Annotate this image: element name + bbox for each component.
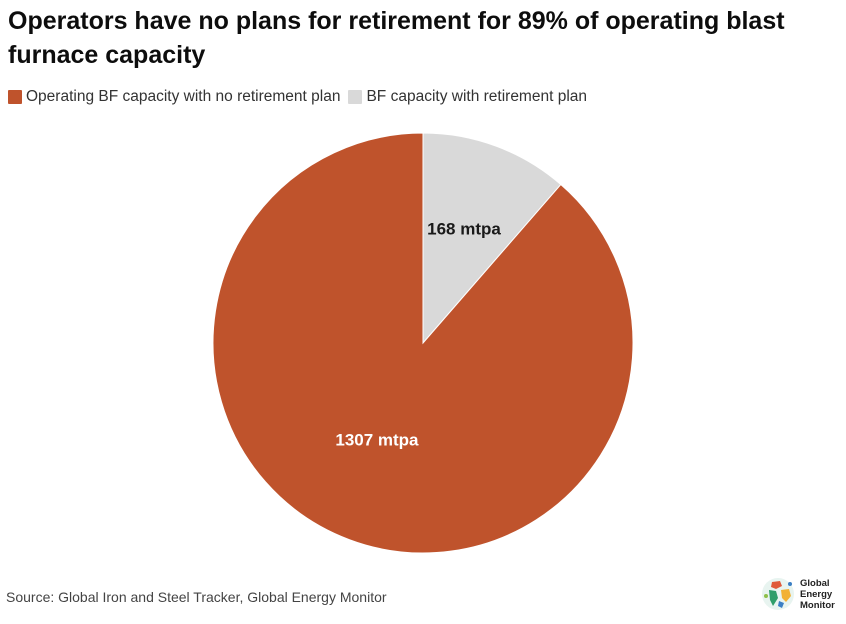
legend-item-retirement[interactable]: BF capacity with retirement plan: [348, 88, 587, 106]
gem-logo: Global Energy Monitor: [760, 576, 835, 612]
chart-title: Operators have no plans for retirement f…: [8, 7, 785, 69]
globe-icon: [762, 578, 794, 610]
legend-swatch-no-retirement: [8, 90, 22, 104]
logo-line-1: Global: [800, 577, 830, 589]
legend: Operating BF capacity with no retirement…: [8, 88, 595, 106]
pie-chart: 168 mtpa 1307 mtpa: [212, 132, 634, 554]
logo-line-3: Monitor: [800, 599, 835, 611]
data-label-no-retirement: 1307 mtpa: [335, 430, 419, 449]
legend-label-retirement: BF capacity with retirement plan: [366, 88, 588, 105]
pie-slice-retirement[interactable]: [422, 132, 562, 345]
logo-text: Global Energy Monitor: [800, 578, 835, 611]
pie-slice-no-retirement[interactable]: [212, 132, 634, 554]
source-note: Source: Global Iron and Steel Tracker, G…: [6, 589, 387, 605]
logo-line-2: Energy: [800, 588, 833, 600]
legend-item-no-retirement[interactable]: Operating BF capacity with no retirement…: [8, 88, 340, 106]
legend-swatch-retirement: [348, 90, 363, 104]
data-label-retirement: 168 mtpa: [427, 220, 501, 239]
legend-label-no-retirement: Operating BF capacity with no retirement…: [26, 88, 341, 105]
